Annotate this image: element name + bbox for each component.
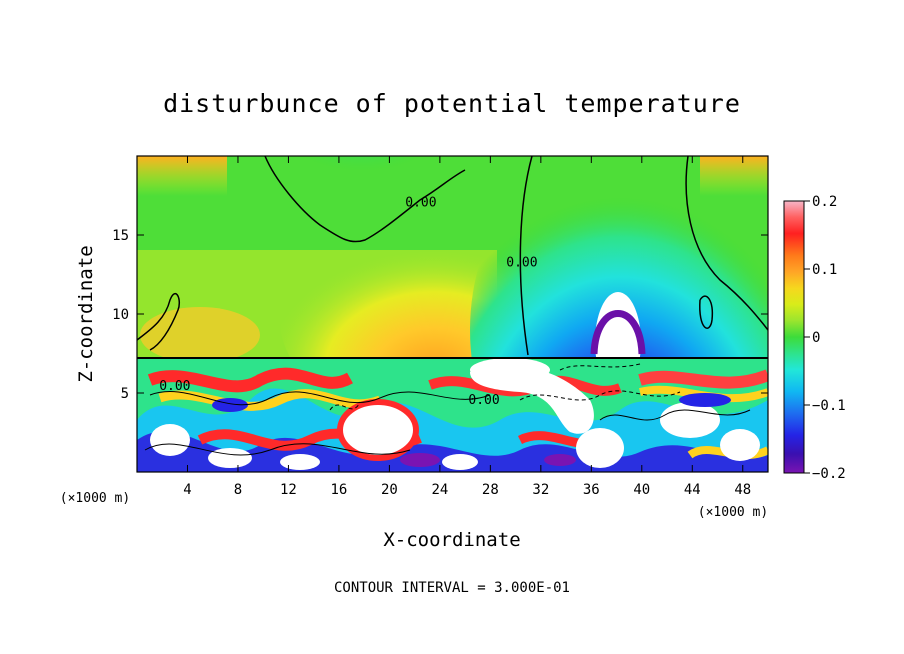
- contour-labels: 0.00 0.00 0.00 0.00: [159, 196, 537, 409]
- colorbar-tick-label: −0.2: [812, 466, 846, 482]
- zero-contour-top: [264, 156, 466, 243]
- x-tick-label: 48: [734, 482, 751, 498]
- y-tick-label: 5: [121, 386, 129, 402]
- x-tick-label: 4: [183, 482, 191, 498]
- colorbar-ticks: 0.2 0.1 0 −0.1 −0.2: [804, 194, 846, 482]
- chart-title: disturbunce of potential temperature: [163, 89, 741, 118]
- contour-label: 0.00: [159, 379, 190, 394]
- contour-interval: CONTOUR INTERVAL = 3.000E-01: [334, 580, 570, 596]
- x-tick-label: 16: [330, 482, 347, 498]
- y-axis: 5 10 15: [112, 228, 768, 402]
- contour-label: 0.00: [506, 256, 537, 271]
- plume-edge: [590, 310, 646, 355]
- x-tick-label: 40: [633, 482, 650, 498]
- zero-contour-left: [137, 293, 181, 351]
- x-unit-label-right: (×1000 m): [698, 505, 768, 520]
- x-tick-label: 12: [280, 482, 297, 498]
- contour-label: 0.00: [468, 393, 499, 408]
- x-axis: 4 8 12 16 20 24 28 32 36 40 44 48: [183, 156, 751, 498]
- x-tick-label: 32: [532, 482, 549, 498]
- x-tick-label: 44: [684, 482, 701, 498]
- turbulent-layer: [137, 358, 768, 472]
- colorbar-tick-label: 0: [812, 330, 820, 346]
- contour-label: 0.00: [405, 196, 436, 211]
- x-axis-title: X-coordinate: [383, 529, 520, 551]
- y-tick-label: 15: [112, 228, 129, 244]
- zero-contour-right-lobe: [699, 295, 714, 329]
- colorbar: 0.2 0.1 0 −0.1 −0.2: [783, 194, 846, 482]
- top-warm-strip-left: [137, 156, 227, 196]
- x-tick-label: 28: [482, 482, 499, 498]
- zero-contour-plume: [519, 156, 768, 356]
- x-tick-label: 8: [234, 482, 242, 498]
- colorbar-ramp: [783, 200, 805, 474]
- plot-area: [137, 156, 768, 472]
- y-axis-title: Z-coordinate: [75, 245, 97, 382]
- y-tick-label: 10: [112, 307, 129, 323]
- x-tick-label: 20: [381, 482, 398, 498]
- colorbar-tick-label: 0.1: [812, 262, 837, 278]
- warm-region-left: [140, 307, 260, 363]
- x-tick-label: 24: [431, 482, 448, 498]
- x-tick-label: 36: [583, 482, 600, 498]
- colorbar-tick-label: −0.1: [812, 398, 846, 414]
- x-unit-label-left: (×1000 m): [60, 491, 130, 506]
- colorbar-tick-label: 0.2: [812, 194, 837, 210]
